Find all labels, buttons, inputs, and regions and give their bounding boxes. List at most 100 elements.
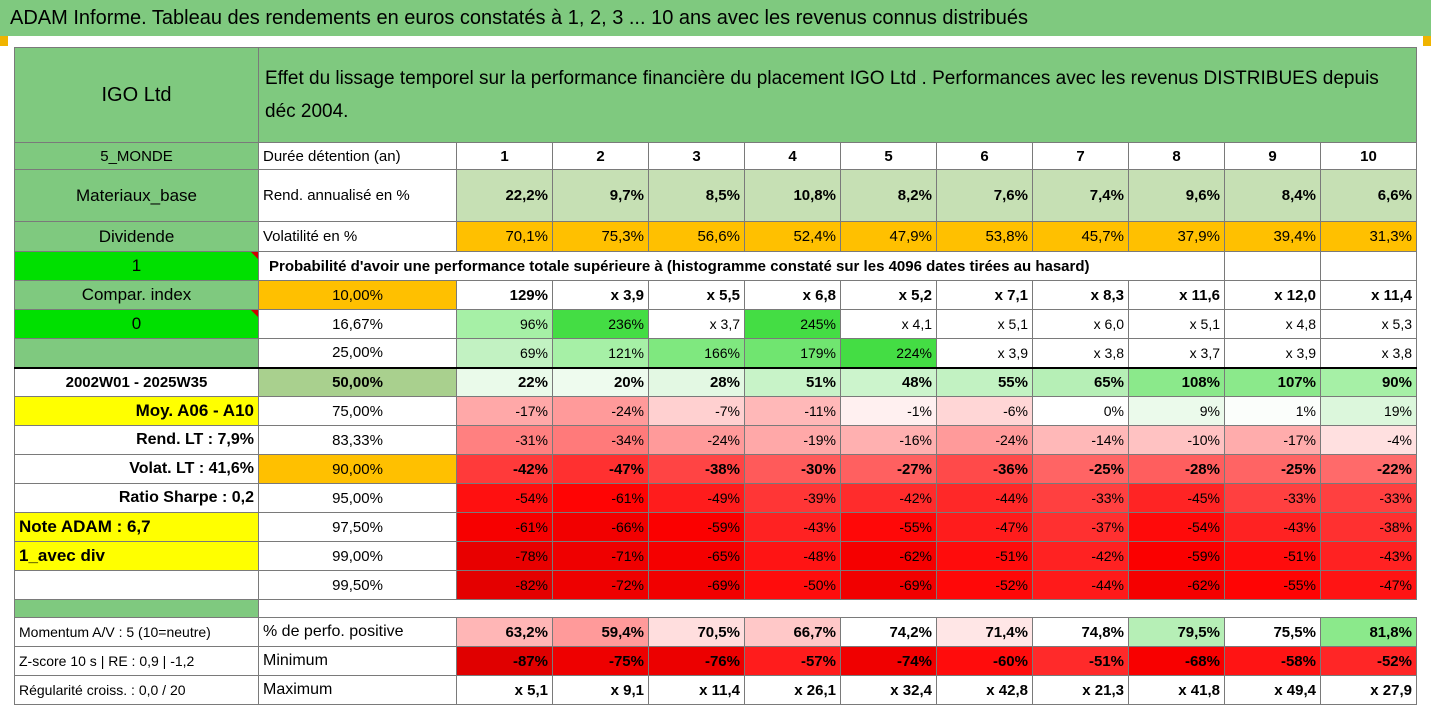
year-header: 10 <box>1320 142 1417 170</box>
rend-lt-label: Rend. LT : 7,9% <box>14 425 259 455</box>
annual-return-value: 7,6% <box>936 169 1033 222</box>
quantile-value: -62% <box>1128 570 1225 600</box>
maximum-value: x 26,1 <box>744 675 841 705</box>
maximum-value: x 11,4 <box>648 675 745 705</box>
quantile-row: 2002W01 - 2025W35 50,00% 22% 20% 28% 51% 48% 55… <box>14 367 1417 397</box>
maximum-value: x 21,3 <box>1032 675 1129 705</box>
note-adam-label: Note ADAM : 6,7 <box>14 512 259 542</box>
minimum-value: -87% <box>456 646 553 676</box>
positive-label: % de perfo. positive <box>258 617 457 647</box>
quantile-value: -22% <box>1320 454 1417 484</box>
quantile-value: 1% <box>1224 396 1321 426</box>
annual-return-value: 22,2% <box>456 169 553 222</box>
quantile-value: -24% <box>936 425 1033 455</box>
quantile-value: -43% <box>744 512 841 542</box>
header-row: IGO Ltd Effet du lissage temporel sur la… <box>14 47 1417 143</box>
quantile-value: 0% <box>1032 396 1129 426</box>
value-zero-cell[interactable]: 0 <box>14 309 259 339</box>
stats-row: Z-score 10 s | RE : 0,9 | -1,2 Minimum -87… <box>14 646 1417 676</box>
sharpe-label: Ratio Sharpe : 0,2 <box>14 483 259 513</box>
volatility-value: 31,3% <box>1320 221 1417 252</box>
corner-marker-left <box>0 36 8 46</box>
quantile-value: -48% <box>744 541 841 571</box>
quantile-value: x 3,9 <box>936 338 1033 368</box>
quantile-value: 22% <box>456 367 553 397</box>
quantile-row: Ratio Sharpe : 0,2 95,00% -54% -61% -49% -39%… <box>14 483 1417 513</box>
quantile-value: -17% <box>456 396 553 426</box>
volatility-value: 37,9% <box>1128 221 1225 252</box>
quantile-value: 20% <box>552 367 649 397</box>
volatility-value: 39,4% <box>1224 221 1321 252</box>
compar-index-label: Compar. index <box>14 280 259 310</box>
quantile-value: 51% <box>744 367 841 397</box>
volatility-label: Volatilité en % <box>258 221 457 252</box>
quantile-value: -47% <box>936 512 1033 542</box>
quantile-value: x 4,8 <box>1224 309 1321 339</box>
positive-value: 79,5% <box>1128 617 1225 647</box>
year-header: 5 <box>840 142 937 170</box>
quantile-value: 236% <box>552 309 649 339</box>
quantile-value: x 5,1 <box>936 309 1033 339</box>
quantile-value: -44% <box>936 483 1033 513</box>
quantile-value: x 3,8 <box>1032 338 1129 368</box>
maximum-value: x 42,8 <box>936 675 1033 705</box>
quantile-value: -36% <box>936 454 1033 484</box>
quantile-value: -69% <box>840 570 937 600</box>
quantile-level: 75,00% <box>258 396 457 426</box>
quantile-value: -16% <box>840 425 937 455</box>
quantile-value: -45% <box>1128 483 1225 513</box>
quantile-value: -38% <box>1320 512 1417 542</box>
value-one-cell[interactable]: 1 <box>14 251 259 281</box>
spacer-cell <box>14 599 259 618</box>
quantile-value: -47% <box>1320 570 1417 600</box>
minimum-value: -51% <box>1032 646 1129 676</box>
quantile-level: 99,50% <box>258 570 457 600</box>
table-description: Effet du lissage temporel sur la perform… <box>258 47 1417 143</box>
duration-label: Durée détention (an) <box>258 142 457 170</box>
quantile-value: x 3,9 <box>1224 338 1321 368</box>
quantile-row: Compar. index 10,00% 129% x 3,9 x 5,5 x 6,8 x … <box>14 280 1417 310</box>
maximum-value: x 5,1 <box>456 675 553 705</box>
year-header: 8 <box>1128 142 1225 170</box>
minimum-value: -58% <box>1224 646 1321 676</box>
positive-value: 74,2% <box>840 617 937 647</box>
quantile-value: x 5,2 <box>840 280 937 310</box>
quantile-value: 90% <box>1320 367 1417 397</box>
quantile-value: -42% <box>456 454 553 484</box>
quantile-value: -42% <box>1032 541 1129 571</box>
table-body: IGO Ltd Effet du lissage temporel sur la… <box>14 47 1417 705</box>
quantile-value: -31% <box>456 425 553 455</box>
volatility-value: 47,9% <box>840 221 937 252</box>
volatility-value: 53,8% <box>936 221 1033 252</box>
annual-return-value: 8,5% <box>648 169 745 222</box>
maximum-value: x 9,1 <box>552 675 649 705</box>
returns-table: IGO Ltd Effet du lissage temporel sur la… <box>14 47 1417 705</box>
quantile-level: 50,00% <box>258 367 457 397</box>
quantile-value: -24% <box>552 396 649 426</box>
quantile-value: -66% <box>552 512 649 542</box>
quantile-value: 69% <box>456 338 553 368</box>
quantile-value: -55% <box>840 512 937 542</box>
quantile-value: 19% <box>1320 396 1417 426</box>
quantile-value: -71% <box>552 541 649 571</box>
quantile-level: 90,00% <box>258 454 457 484</box>
minimum-value: -75% <box>552 646 649 676</box>
quantile-value: -33% <box>1224 483 1321 513</box>
quantile-value: 96% <box>456 309 553 339</box>
maximum-value: x 49,4 <box>1224 675 1321 705</box>
positive-value: 63,2% <box>456 617 553 647</box>
quantile-value: -47% <box>552 454 649 484</box>
maximum-value: x 32,4 <box>840 675 937 705</box>
minimum-value: -74% <box>840 646 937 676</box>
quantile-value: x 3,9 <box>552 280 649 310</box>
quantile-value: -62% <box>840 541 937 571</box>
volatility-value: 52,4% <box>744 221 841 252</box>
quantile-row: 99,50% -82% -72% -69% -50% -69% -52% -44% -62% -5… <box>14 570 1417 600</box>
maximum-value: x 27,9 <box>1320 675 1417 705</box>
quantile-value: -17% <box>1224 425 1321 455</box>
quantile-level: 99,00% <box>258 541 457 571</box>
quantile-value: x 3,7 <box>648 309 745 339</box>
quantile-value: -7% <box>648 396 745 426</box>
quantile-value: x 11,6 <box>1128 280 1225 310</box>
empty-cell <box>1320 251 1417 281</box>
